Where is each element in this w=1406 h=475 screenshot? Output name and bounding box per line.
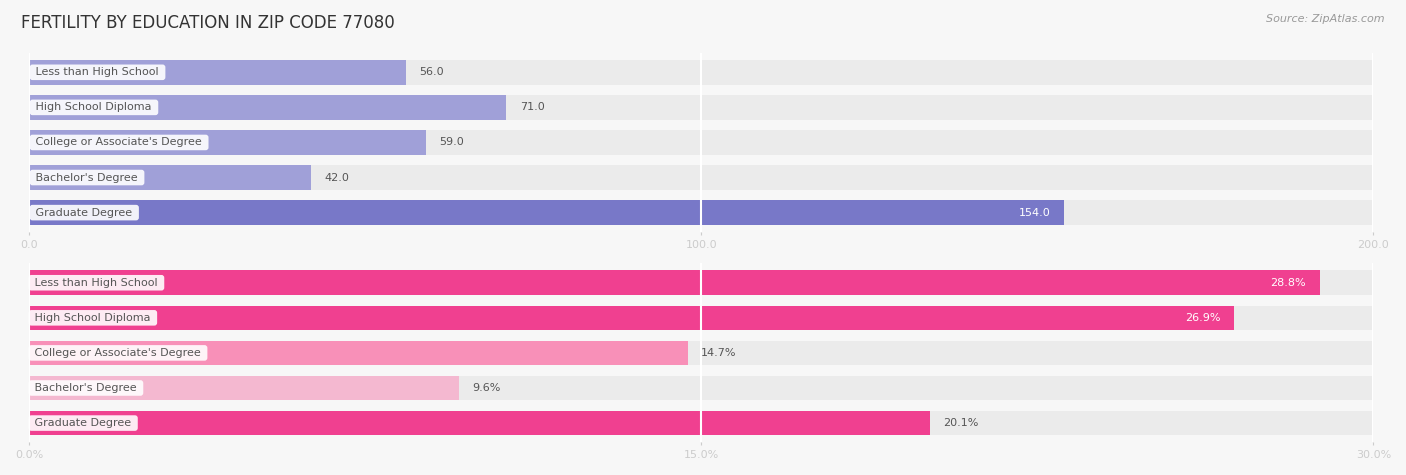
Text: 59.0: 59.0 xyxy=(439,137,464,147)
Text: Less than High School: Less than High School xyxy=(31,278,162,288)
Text: 9.6%: 9.6% xyxy=(472,383,501,393)
Bar xyxy=(30,270,1374,295)
Text: Bachelor's Degree: Bachelor's Degree xyxy=(31,383,141,393)
Bar xyxy=(30,200,1374,225)
Bar xyxy=(30,376,460,400)
Bar xyxy=(30,305,1374,330)
Text: 20.1%: 20.1% xyxy=(943,418,979,428)
Text: 71.0: 71.0 xyxy=(520,103,544,113)
Bar xyxy=(30,411,929,436)
Text: 154.0: 154.0 xyxy=(1019,208,1050,218)
Bar xyxy=(30,200,1064,225)
Bar xyxy=(30,95,506,120)
Bar xyxy=(30,305,1234,330)
Text: High School Diploma: High School Diploma xyxy=(32,103,156,113)
Bar xyxy=(30,270,1320,295)
Bar xyxy=(30,341,1374,365)
Bar xyxy=(30,341,688,365)
Text: 42.0: 42.0 xyxy=(325,172,350,182)
Text: Graduate Degree: Graduate Degree xyxy=(32,208,136,218)
Bar xyxy=(30,165,1374,190)
Bar xyxy=(30,130,1374,155)
Bar xyxy=(30,376,1374,400)
Text: 14.7%: 14.7% xyxy=(702,348,737,358)
Text: Bachelor's Degree: Bachelor's Degree xyxy=(32,172,142,182)
Text: High School Diploma: High School Diploma xyxy=(31,313,155,323)
Bar xyxy=(30,60,1374,85)
Text: 28.8%: 28.8% xyxy=(1271,278,1306,288)
Bar xyxy=(30,411,1374,436)
Bar xyxy=(30,95,1374,120)
Text: 26.9%: 26.9% xyxy=(1185,313,1220,323)
Text: Source: ZipAtlas.com: Source: ZipAtlas.com xyxy=(1267,14,1385,24)
Bar xyxy=(30,60,405,85)
Text: 56.0: 56.0 xyxy=(419,67,443,77)
Text: College or Associate's Degree: College or Associate's Degree xyxy=(31,348,205,358)
Bar xyxy=(30,165,311,190)
Text: Less than High School: Less than High School xyxy=(32,67,163,77)
Bar xyxy=(30,130,426,155)
Text: Graduate Degree: Graduate Degree xyxy=(31,418,135,428)
Text: FERTILITY BY EDUCATION IN ZIP CODE 77080: FERTILITY BY EDUCATION IN ZIP CODE 77080 xyxy=(21,14,395,32)
Text: College or Associate's Degree: College or Associate's Degree xyxy=(32,137,205,147)
